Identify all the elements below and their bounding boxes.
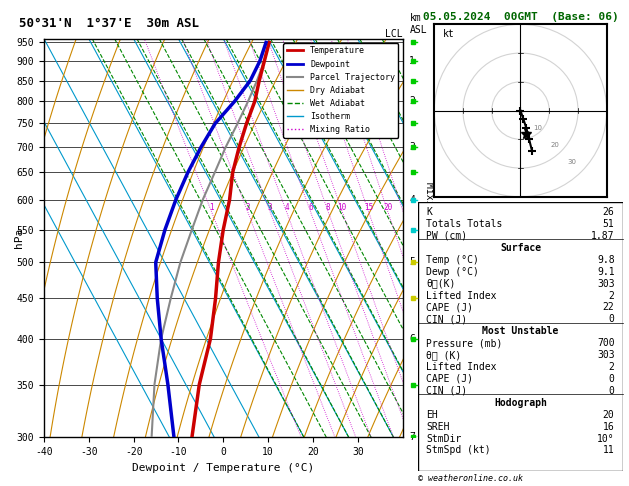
Text: 3: 3 <box>268 203 272 211</box>
X-axis label: Dewpoint / Temperature (°C): Dewpoint / Temperature (°C) <box>132 463 314 473</box>
Text: 1: 1 <box>409 56 415 66</box>
Text: θᴜ(K): θᴜ(K) <box>426 278 456 289</box>
Text: 20: 20 <box>550 142 560 148</box>
Text: 3: 3 <box>409 142 415 152</box>
Text: 50°31'N  1°37'E  30m ASL: 50°31'N 1°37'E 30m ASL <box>19 17 199 30</box>
Text: θᴜ (K): θᴜ (K) <box>426 350 462 360</box>
Legend: Temperature, Dewpoint, Parcel Trajectory, Dry Adiabat, Wet Adiabat, Isotherm, Mi: Temperature, Dewpoint, Parcel Trajectory… <box>284 43 398 138</box>
Text: 05.05.2024  00GMT  (Base: 06): 05.05.2024 00GMT (Base: 06) <box>423 12 618 22</box>
Text: K: K <box>426 207 432 217</box>
Text: StmDir: StmDir <box>426 434 462 444</box>
Text: 2: 2 <box>409 96 415 106</box>
Text: 20: 20 <box>383 203 392 211</box>
Text: 6: 6 <box>409 334 415 344</box>
Text: 7: 7 <box>409 433 415 442</box>
Text: 0: 0 <box>609 314 615 324</box>
Text: Most Unstable: Most Unstable <box>482 326 559 336</box>
Text: 0: 0 <box>609 374 615 384</box>
Text: PW (cm): PW (cm) <box>426 231 467 241</box>
Text: 30: 30 <box>568 159 577 165</box>
Text: 16: 16 <box>603 422 615 432</box>
Text: 4: 4 <box>284 203 289 211</box>
Text: 10: 10 <box>533 125 542 131</box>
Text: 2: 2 <box>609 291 615 300</box>
Text: Temp (°C): Temp (°C) <box>426 255 479 265</box>
Text: 5: 5 <box>409 258 415 267</box>
Text: 15: 15 <box>364 203 373 211</box>
Text: 2: 2 <box>609 362 615 372</box>
Text: 11: 11 <box>603 446 615 455</box>
Text: 26: 26 <box>603 207 615 217</box>
Text: 1: 1 <box>209 203 214 211</box>
Text: 303: 303 <box>597 350 615 360</box>
Text: hPa: hPa <box>14 228 24 248</box>
Text: Mixing Ratio (g/kg): Mixing Ratio (g/kg) <box>424 182 434 294</box>
Text: © weatheronline.co.uk: © weatheronline.co.uk <box>418 474 523 483</box>
Text: Dewp (°C): Dewp (°C) <box>426 267 479 277</box>
Text: CIN (J): CIN (J) <box>426 314 467 324</box>
Text: 20: 20 <box>603 410 615 420</box>
Text: SREH: SREH <box>426 422 450 432</box>
Text: Hodograph: Hodograph <box>494 398 547 408</box>
Text: 1.87: 1.87 <box>591 231 615 241</box>
Text: 0: 0 <box>609 386 615 396</box>
Text: kt: kt <box>443 30 455 39</box>
Text: km
ASL: km ASL <box>409 13 427 35</box>
Text: EH: EH <box>426 410 438 420</box>
Text: Surface: Surface <box>500 243 541 253</box>
Text: StmSpd (kt): StmSpd (kt) <box>426 446 491 455</box>
Text: 8: 8 <box>326 203 330 211</box>
Text: 9.1: 9.1 <box>597 267 615 277</box>
Text: Totals Totals: Totals Totals <box>426 219 503 229</box>
Text: 303: 303 <box>597 278 615 289</box>
Text: Lifted Index: Lifted Index <box>426 291 497 300</box>
Text: 10°: 10° <box>597 434 615 444</box>
Text: 700: 700 <box>597 338 615 348</box>
Text: 9.8: 9.8 <box>597 255 615 265</box>
Text: Pressure (mb): Pressure (mb) <box>426 338 503 348</box>
Text: CAPE (J): CAPE (J) <box>426 374 474 384</box>
Text: Lifted Index: Lifted Index <box>426 362 497 372</box>
Text: 51: 51 <box>603 219 615 229</box>
Text: LCL: LCL <box>385 29 403 39</box>
Text: 22: 22 <box>603 302 615 312</box>
Text: CIN (J): CIN (J) <box>426 386 467 396</box>
Text: 2: 2 <box>245 203 250 211</box>
Text: 6: 6 <box>308 203 313 211</box>
Text: 10: 10 <box>338 203 347 211</box>
Text: 4: 4 <box>409 195 415 205</box>
Text: CAPE (J): CAPE (J) <box>426 302 474 312</box>
